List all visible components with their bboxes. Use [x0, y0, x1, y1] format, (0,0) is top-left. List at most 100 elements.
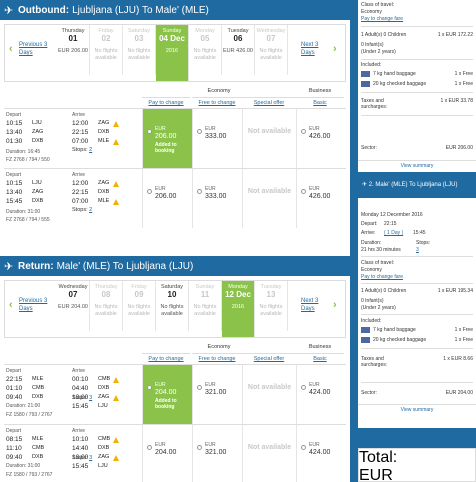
date-tab[interactable]: Monday 12 Dec 2016 — [222, 281, 255, 337]
radio-button[interactable] — [301, 445, 306, 450]
stops-link[interactable]: 2 — [89, 147, 93, 153]
basic-fare-link[interactable]: Basic — [296, 353, 344, 363]
fare-option[interactable]: EUR 206.00 — [142, 169, 192, 228]
date-tab[interactable]: Wednesday 07 No flights available — [255, 25, 288, 75]
day-price: No flights available — [259, 48, 283, 61]
radio-button[interactable] — [147, 445, 152, 450]
date-tab[interactable]: Friday 02 No flights available — [90, 25, 123, 75]
pay-fare-link[interactable]: Pay to change — [142, 97, 190, 107]
fare-option[interactable]: EUR 321.00 — [192, 425, 242, 482]
fare-option[interactable]: EUR 426.00 — [296, 169, 346, 228]
warning-icon — [113, 199, 119, 205]
fare-option[interactable]: EUR 204.00 Added to booking — [142, 365, 192, 424]
radio-button[interactable] — [147, 129, 152, 134]
not-available: Not available — [247, 444, 292, 451]
flight-row[interactable]: Depart Arrive 10:15 LJU 13:40 ZAG 15:45 DXB 12:0… — [4, 168, 346, 228]
date-tab[interactable]: Thursday 08 No flights available — [90, 281, 123, 331]
date-tab[interactable]: Monday 05 No flights available — [189, 25, 222, 75]
radio-button[interactable] — [147, 189, 152, 194]
fare-option[interactable]: Not available — [242, 425, 296, 482]
pay-fare-link[interactable]: Pay to change — [142, 353, 190, 363]
basic-fare-link[interactable]: Basic — [296, 97, 344, 107]
radio-button[interactable] — [147, 385, 152, 390]
radio-button[interactable] — [197, 129, 202, 134]
date-tab[interactable]: Wednesday 07 EUR 204.00 — [57, 281, 90, 331]
flight-row[interactable]: Depart Arrive 10:15 LJU 13:40 ZAG 01:30 DXB 12:0… — [4, 108, 346, 168]
flight-row[interactable]: Depart Arrive 08:15 MLE 11:10 CMB 09:40 DXB 10:1… — [4, 424, 346, 482]
hand-baggage-icon — [361, 71, 370, 77]
view-summary-link[interactable]: View summary — [358, 404, 476, 414]
free-fare-link[interactable]: Free to change — [192, 353, 242, 363]
depart-time: 01:10 — [6, 385, 23, 392]
depart-label: Depart — [6, 428, 22, 434]
duration: Duration: 16:45 — [6, 149, 41, 155]
stops-value[interactable]: 3 — [416, 247, 419, 253]
free-fare-link[interactable]: Free to change — [192, 97, 242, 107]
warning-icon — [113, 455, 119, 461]
chevron-right-icon[interactable]: › — [333, 43, 337, 55]
radio-button[interactable] — [301, 385, 306, 390]
date-tab[interactable]: Saturday 03 No flights available — [123, 25, 156, 75]
radio-button[interactable] — [197, 189, 202, 194]
warning-icon — [113, 437, 119, 443]
fare-option[interactable]: EUR 424.00 — [296, 425, 346, 482]
class-label: Class of travel: — [361, 2, 395, 8]
business-header: Business — [308, 88, 332, 94]
fare-option[interactable]: EUR 333.00 — [192, 169, 242, 228]
radio-button[interactable] — [301, 189, 306, 194]
radio-button[interactable] — [197, 385, 202, 390]
arrive-time: 00:10 — [72, 376, 89, 383]
total-box: Total:EUR410.00Inclusive of all taxes — [358, 448, 476, 482]
date-tab[interactable]: Sunday 04 Dec 2016 — [156, 25, 189, 81]
fare-column-header: Economy Business Pay to change Free to chan… — [142, 86, 344, 108]
depart-airport: MLE — [32, 436, 44, 442]
previous-days-link[interactable]: Previous 3 Days — [19, 298, 48, 312]
fare-option[interactable]: Not available — [242, 169, 296, 228]
fare-price: 333.00 — [205, 193, 227, 200]
day-price: EUR 426.00 — [223, 48, 253, 54]
fare-option[interactable]: EUR 321.00 — [192, 365, 242, 424]
arrive-airport: DXB — [98, 129, 110, 135]
not-available: Not available — [247, 188, 292, 195]
radio-button[interactable] — [197, 445, 202, 450]
day-date: 06 — [233, 34, 243, 43]
fare-option[interactable]: EUR 426.00 — [296, 109, 346, 168]
special-fare-link[interactable]: Special offer — [242, 353, 296, 363]
divider — [361, 26, 473, 27]
fare-option[interactable]: Not available — [242, 109, 296, 168]
chevron-left-icon[interactable]: ‹ — [9, 43, 13, 55]
pay-to-change-link[interactable]: Pay to change fare — [361, 274, 403, 280]
flight-row[interactable]: Depart Arrive 22:15 MLE 01:10 CMB 09:40 DXB 00:1… — [4, 364, 346, 424]
stops-link[interactable]: 2 — [89, 207, 93, 213]
fare-option[interactable]: EUR 204.00 — [142, 425, 192, 482]
date-tab[interactable]: Tuesday 06 EUR 426.00 — [222, 25, 255, 75]
date-tab[interactable]: Sunday 11 No flights available — [189, 281, 222, 331]
special-fare-link[interactable]: Special offer — [242, 97, 296, 107]
fare-option[interactable]: EUR 206.00 Added to booking — [142, 109, 192, 168]
date-tab[interactable]: Tuesday 13 No flights available — [255, 281, 288, 331]
taxes-label: Taxes and surcharges: — [361, 98, 388, 110]
pay-to-change-link[interactable]: Pay to change fare — [361, 16, 403, 22]
view-summary-link[interactable]: View summary — [358, 160, 476, 170]
date-tab[interactable]: Friday 09 No flights available — [123, 281, 156, 331]
arrive-airport: DXB — [98, 189, 110, 195]
fare-option[interactable]: EUR 424.00 — [296, 365, 346, 424]
date-tab[interactable]: Saturday 10 No flights available — [156, 281, 189, 331]
day-price: EUR 204.00 — [58, 304, 88, 310]
currency: EUR — [309, 382, 320, 388]
chevron-left-icon[interactable]: ‹ — [9, 299, 13, 311]
arrive-day-badge[interactable]: ( 1 Day ) — [384, 230, 404, 236]
checked-baggage: 20 kg checked baggage — [373, 81, 427, 87]
stops-link[interactable]: 3 — [89, 395, 93, 401]
fare-option[interactable]: Not available — [242, 365, 296, 424]
date-tab[interactable]: Thursday 01 EUR 206.00 — [57, 25, 90, 75]
radio-button[interactable] — [301, 129, 306, 134]
chevron-right-icon[interactable]: › — [333, 299, 337, 311]
fare-option[interactable]: EUR 333.00 — [192, 109, 242, 168]
checked-baggage-icon — [361, 337, 370, 343]
arrive-airport: MLE — [98, 138, 110, 144]
stops-link[interactable]: 3 — [89, 455, 93, 461]
next-days-link[interactable]: Next 3 Days — [301, 42, 319, 56]
previous-days-link[interactable]: Previous 3 Days — [19, 42, 48, 56]
next-days-link[interactable]: Next 3 Days — [301, 298, 319, 312]
